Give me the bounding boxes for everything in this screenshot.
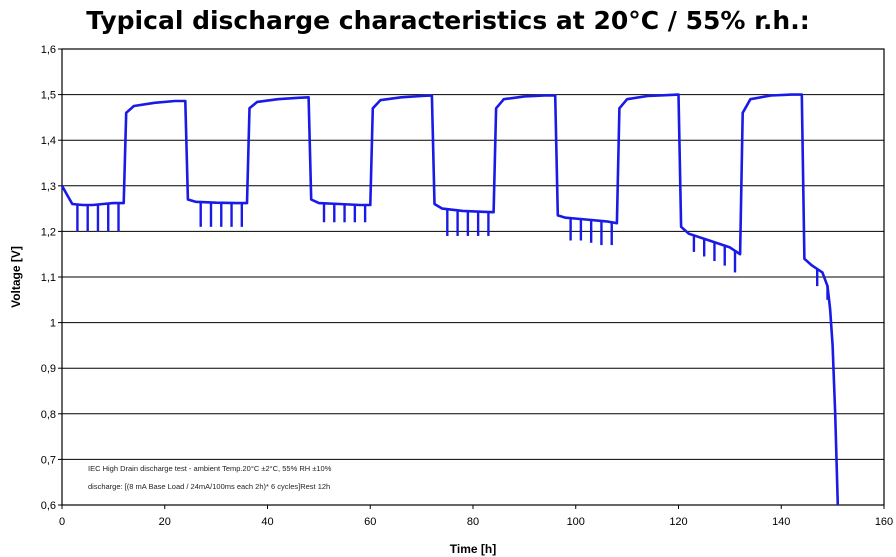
annotation-line-2: discharge: [(8 mA Base Load / 24mA/100ms…	[88, 482, 330, 491]
y-tick-label: 0,7	[41, 454, 56, 466]
x-tick-label: 120	[669, 516, 687, 528]
y-tick-label: 1,5	[41, 90, 56, 102]
x-tick-label: 80	[467, 516, 479, 528]
x-axis-label: Time [h]	[450, 542, 496, 556]
x-tick-label: 20	[159, 516, 171, 528]
annotation-line-1: IEC High Drain discharge test - ambient …	[88, 464, 332, 473]
x-tick-label: 160	[875, 516, 893, 528]
voltage-series-line	[60, 93, 840, 506]
y-tick-label: 1,6	[41, 44, 56, 56]
x-tick-label: 0	[59, 516, 65, 528]
y-tick-label: 1,3	[41, 181, 56, 193]
y-tick-label: 1	[50, 318, 56, 330]
y-tick-label: 1,1	[41, 272, 56, 284]
y-tick-label: 1,2	[41, 226, 56, 238]
y-tick-label: 1,4	[41, 135, 56, 147]
x-tick-label: 40	[261, 516, 273, 528]
y-tick-label: 0,8	[41, 409, 56, 421]
x-tick-label: 140	[772, 516, 790, 528]
chart-title: Typical discharge characteristics at 20°…	[86, 6, 810, 35]
y-tick-label: 0,6	[41, 500, 56, 512]
x-tick-label: 60	[364, 516, 376, 528]
x-tick-label: 100	[567, 516, 585, 528]
y-tick-label: 0,9	[41, 363, 56, 375]
y-axis-label: Voltage [V]	[9, 246, 23, 308]
